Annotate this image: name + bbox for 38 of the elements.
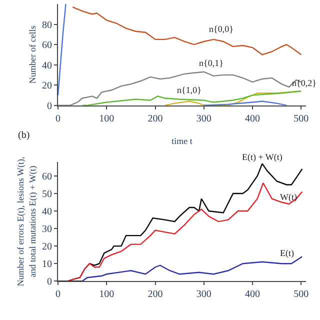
x-tick-label: 400 — [245, 289, 260, 300]
x-tick-label: 300 — [196, 289, 212, 300]
x-axis-title: time t — [172, 136, 193, 146]
y-tick-label: 10 — [42, 259, 52, 270]
annotation: n{0,0} — [209, 24, 234, 34]
y-tick-label: 80 — [42, 20, 52, 31]
y-tick-label: 60 — [42, 171, 52, 182]
y-axis-title: Number of errors E(t), lesions W(t), and total mutations E(t) + W(t) — [16, 156, 38, 286]
annotation: n{1,0} — [177, 85, 202, 95]
x-tick-label: 400 — [245, 113, 260, 124]
x-tick-label: 0 — [56, 289, 60, 300]
line-series — [58, 4, 66, 96]
y-tick-label: 0 — [47, 100, 52, 112]
x-tick-label: 500 — [294, 289, 309, 300]
x-tick-label: 0 — [56, 113, 60, 124]
text: (b) — [18, 130, 30, 141]
line-series — [72, 6, 302, 56]
x-tick-label: 200 — [148, 289, 163, 300]
y-tick-label: 60 — [42, 40, 52, 52]
annotation: E(t) + W(t) — [242, 152, 282, 162]
annotation: W(t) — [280, 192, 297, 202]
annotation: n{0,2} — [292, 78, 316, 88]
x-tick-label: 200 — [148, 113, 163, 124]
x-tick-label: 100 — [99, 289, 114, 300]
y-tick-label: 50 — [42, 188, 52, 200]
y-tick-label: 20 — [42, 80, 52, 92]
y-tick-label: 20 — [42, 242, 52, 253]
x-tick-label: 500 — [294, 113, 309, 124]
x-tick-label: 300 — [196, 113, 212, 124]
annotation: E(t) — [280, 248, 294, 258]
annotation: n{0,1} — [199, 58, 224, 68]
y-tick-label: 30 — [42, 224, 52, 236]
x-tick-label: 100 — [99, 113, 114, 124]
y-tick-label: 40 — [42, 206, 52, 218]
y-tick-label: 0 — [47, 276, 52, 288]
y-axis-title: Number of cells — [27, 25, 38, 84]
y-tick-label: 40 — [42, 60, 52, 72]
line-series — [58, 256, 303, 282]
